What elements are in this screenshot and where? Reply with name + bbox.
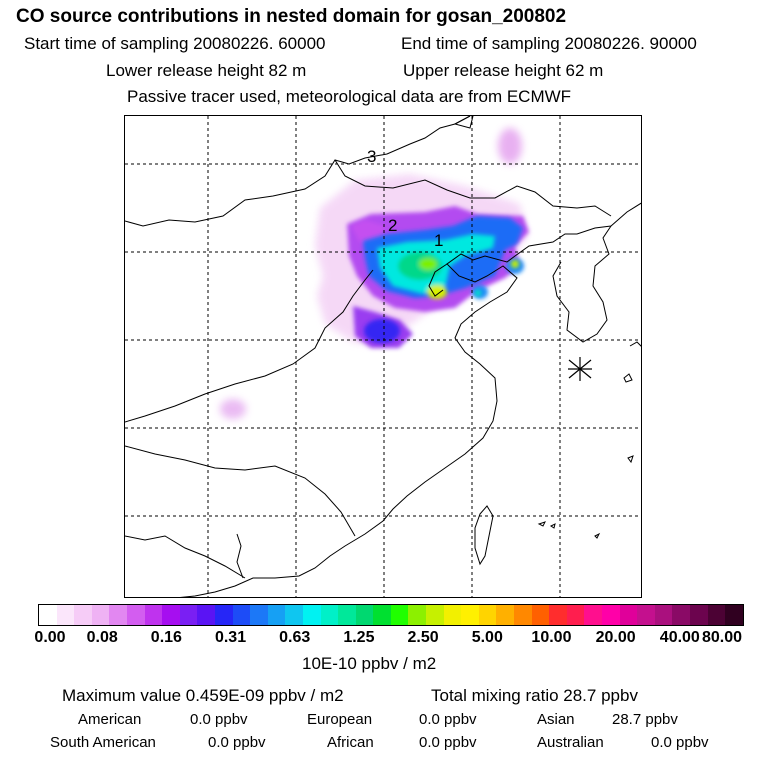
american-label: American bbox=[78, 711, 142, 728]
colorbar-segment bbox=[496, 605, 515, 625]
tracer-info-label: Passive tracer used, meteorological data… bbox=[127, 87, 572, 106]
colorbar-segment bbox=[707, 605, 726, 625]
colorbar-segment bbox=[443, 605, 462, 625]
colorbar-segment bbox=[637, 605, 655, 625]
colorbar-segment bbox=[285, 605, 303, 625]
colorbar-tick-label: 1.25 bbox=[343, 629, 375, 646]
australian-label: Australian bbox=[537, 734, 604, 751]
colorbar-segment bbox=[109, 605, 127, 625]
african-value: 0.0 ppbv bbox=[419, 734, 477, 751]
asian-value: 28.7 ppbv bbox=[612, 711, 678, 728]
colorbar-segment bbox=[302, 605, 321, 625]
colorbar-segment bbox=[56, 605, 75, 625]
colorbar-segment bbox=[654, 605, 673, 625]
colorbar-segment bbox=[408, 605, 427, 625]
colorbar-segment bbox=[179, 605, 198, 625]
colorbar-segment bbox=[373, 605, 391, 625]
colorbar-segment bbox=[584, 605, 602, 625]
colorbar-tick-label: 0.63 bbox=[279, 629, 311, 646]
colorbar-tick-label: 0.16 bbox=[150, 629, 182, 646]
end-time-label: End time of sampling 20080226. 90000 bbox=[401, 34, 697, 53]
colorbar-segment bbox=[478, 605, 497, 625]
map-canvas: 3 2 1 bbox=[125, 116, 641, 597]
european-value: 0.0 ppbv bbox=[419, 711, 477, 728]
plot-title: CO source contributions in nested domain… bbox=[16, 6, 567, 27]
colorbar-segment bbox=[250, 605, 268, 625]
colorbar-segment bbox=[267, 605, 286, 625]
colorbar-segment bbox=[725, 605, 743, 625]
american-value: 0.0 ppbv bbox=[190, 711, 248, 728]
map-panel: 3 2 1 bbox=[124, 115, 642, 598]
coastlines bbox=[125, 116, 641, 597]
receptor-star-icon bbox=[568, 357, 592, 381]
colorbar-segment bbox=[197, 605, 215, 625]
colorbar-segment bbox=[461, 605, 479, 625]
colorbar-segment bbox=[549, 605, 567, 625]
australian-value: 0.0 ppbv bbox=[651, 734, 709, 751]
colorbar-segment bbox=[214, 605, 233, 625]
colorbar-segment bbox=[338, 605, 356, 625]
colorbar-segment bbox=[355, 605, 374, 625]
map-label-2: 2 bbox=[388, 216, 397, 235]
colorbar-unit-label: 10E-10 ppbv / m2 bbox=[302, 654, 437, 673]
colorbar-tick-label: 10.00 bbox=[531, 629, 572, 646]
colorbar bbox=[38, 604, 744, 626]
colorbar-segment bbox=[232, 605, 251, 625]
colorbar-segment bbox=[689, 605, 708, 625]
colorbar-tick-label: 20.00 bbox=[595, 629, 636, 646]
colorbar-segment bbox=[390, 605, 409, 625]
colorbar-segment bbox=[126, 605, 145, 625]
map-label-3: 3 bbox=[367, 147, 376, 166]
colorbar-segment bbox=[514, 605, 532, 625]
colorbar-segment bbox=[320, 605, 339, 625]
european-label: European bbox=[307, 711, 373, 728]
colorbar-segment bbox=[144, 605, 163, 625]
colorbar-segment bbox=[426, 605, 444, 625]
south-american-label: South American bbox=[50, 734, 156, 751]
map-label-1: 1 bbox=[434, 231, 443, 250]
start-time-label: Start time of sampling 20080226. 60000 bbox=[24, 34, 326, 53]
south-american-value: 0.0 ppbv bbox=[208, 734, 266, 751]
asian-label: Asian bbox=[537, 711, 575, 728]
colorbar-segment bbox=[602, 605, 620, 625]
total-mixing-label: Total mixing ratio 28.7 ppbv bbox=[431, 686, 638, 705]
colorbar-tick-label: 0.08 bbox=[86, 629, 118, 646]
upper-release-label: Upper release height 62 m bbox=[403, 61, 604, 80]
colorbar-segment bbox=[74, 605, 92, 625]
colorbar-tick-label: 2.50 bbox=[407, 629, 439, 646]
colorbar-segment bbox=[619, 605, 638, 625]
colorbar-tick-label: 40.00 bbox=[659, 629, 700, 646]
max-value-label: Maximum value 0.459E-09 ppbv / m2 bbox=[62, 686, 344, 705]
lower-release-label: Lower release height 82 m bbox=[106, 61, 307, 80]
colorbar-segment bbox=[672, 605, 690, 625]
colorbar-segment bbox=[162, 605, 180, 625]
colorbar-tick-label: 0.31 bbox=[214, 629, 247, 646]
lat-lon-grid bbox=[125, 116, 641, 597]
colorbar-segment bbox=[531, 605, 550, 625]
plume-core bbox=[377, 234, 519, 299]
colorbar-tick-label: 0.00 bbox=[34, 629, 66, 646]
colorbar-tick-label: 80.00 bbox=[701, 629, 743, 646]
colorbar-tick-label: 5.00 bbox=[471, 629, 503, 646]
colorbar-segment bbox=[91, 605, 110, 625]
colorbar-segment bbox=[39, 605, 57, 625]
african-label: African bbox=[327, 734, 374, 751]
colorbar-segment bbox=[566, 605, 585, 625]
